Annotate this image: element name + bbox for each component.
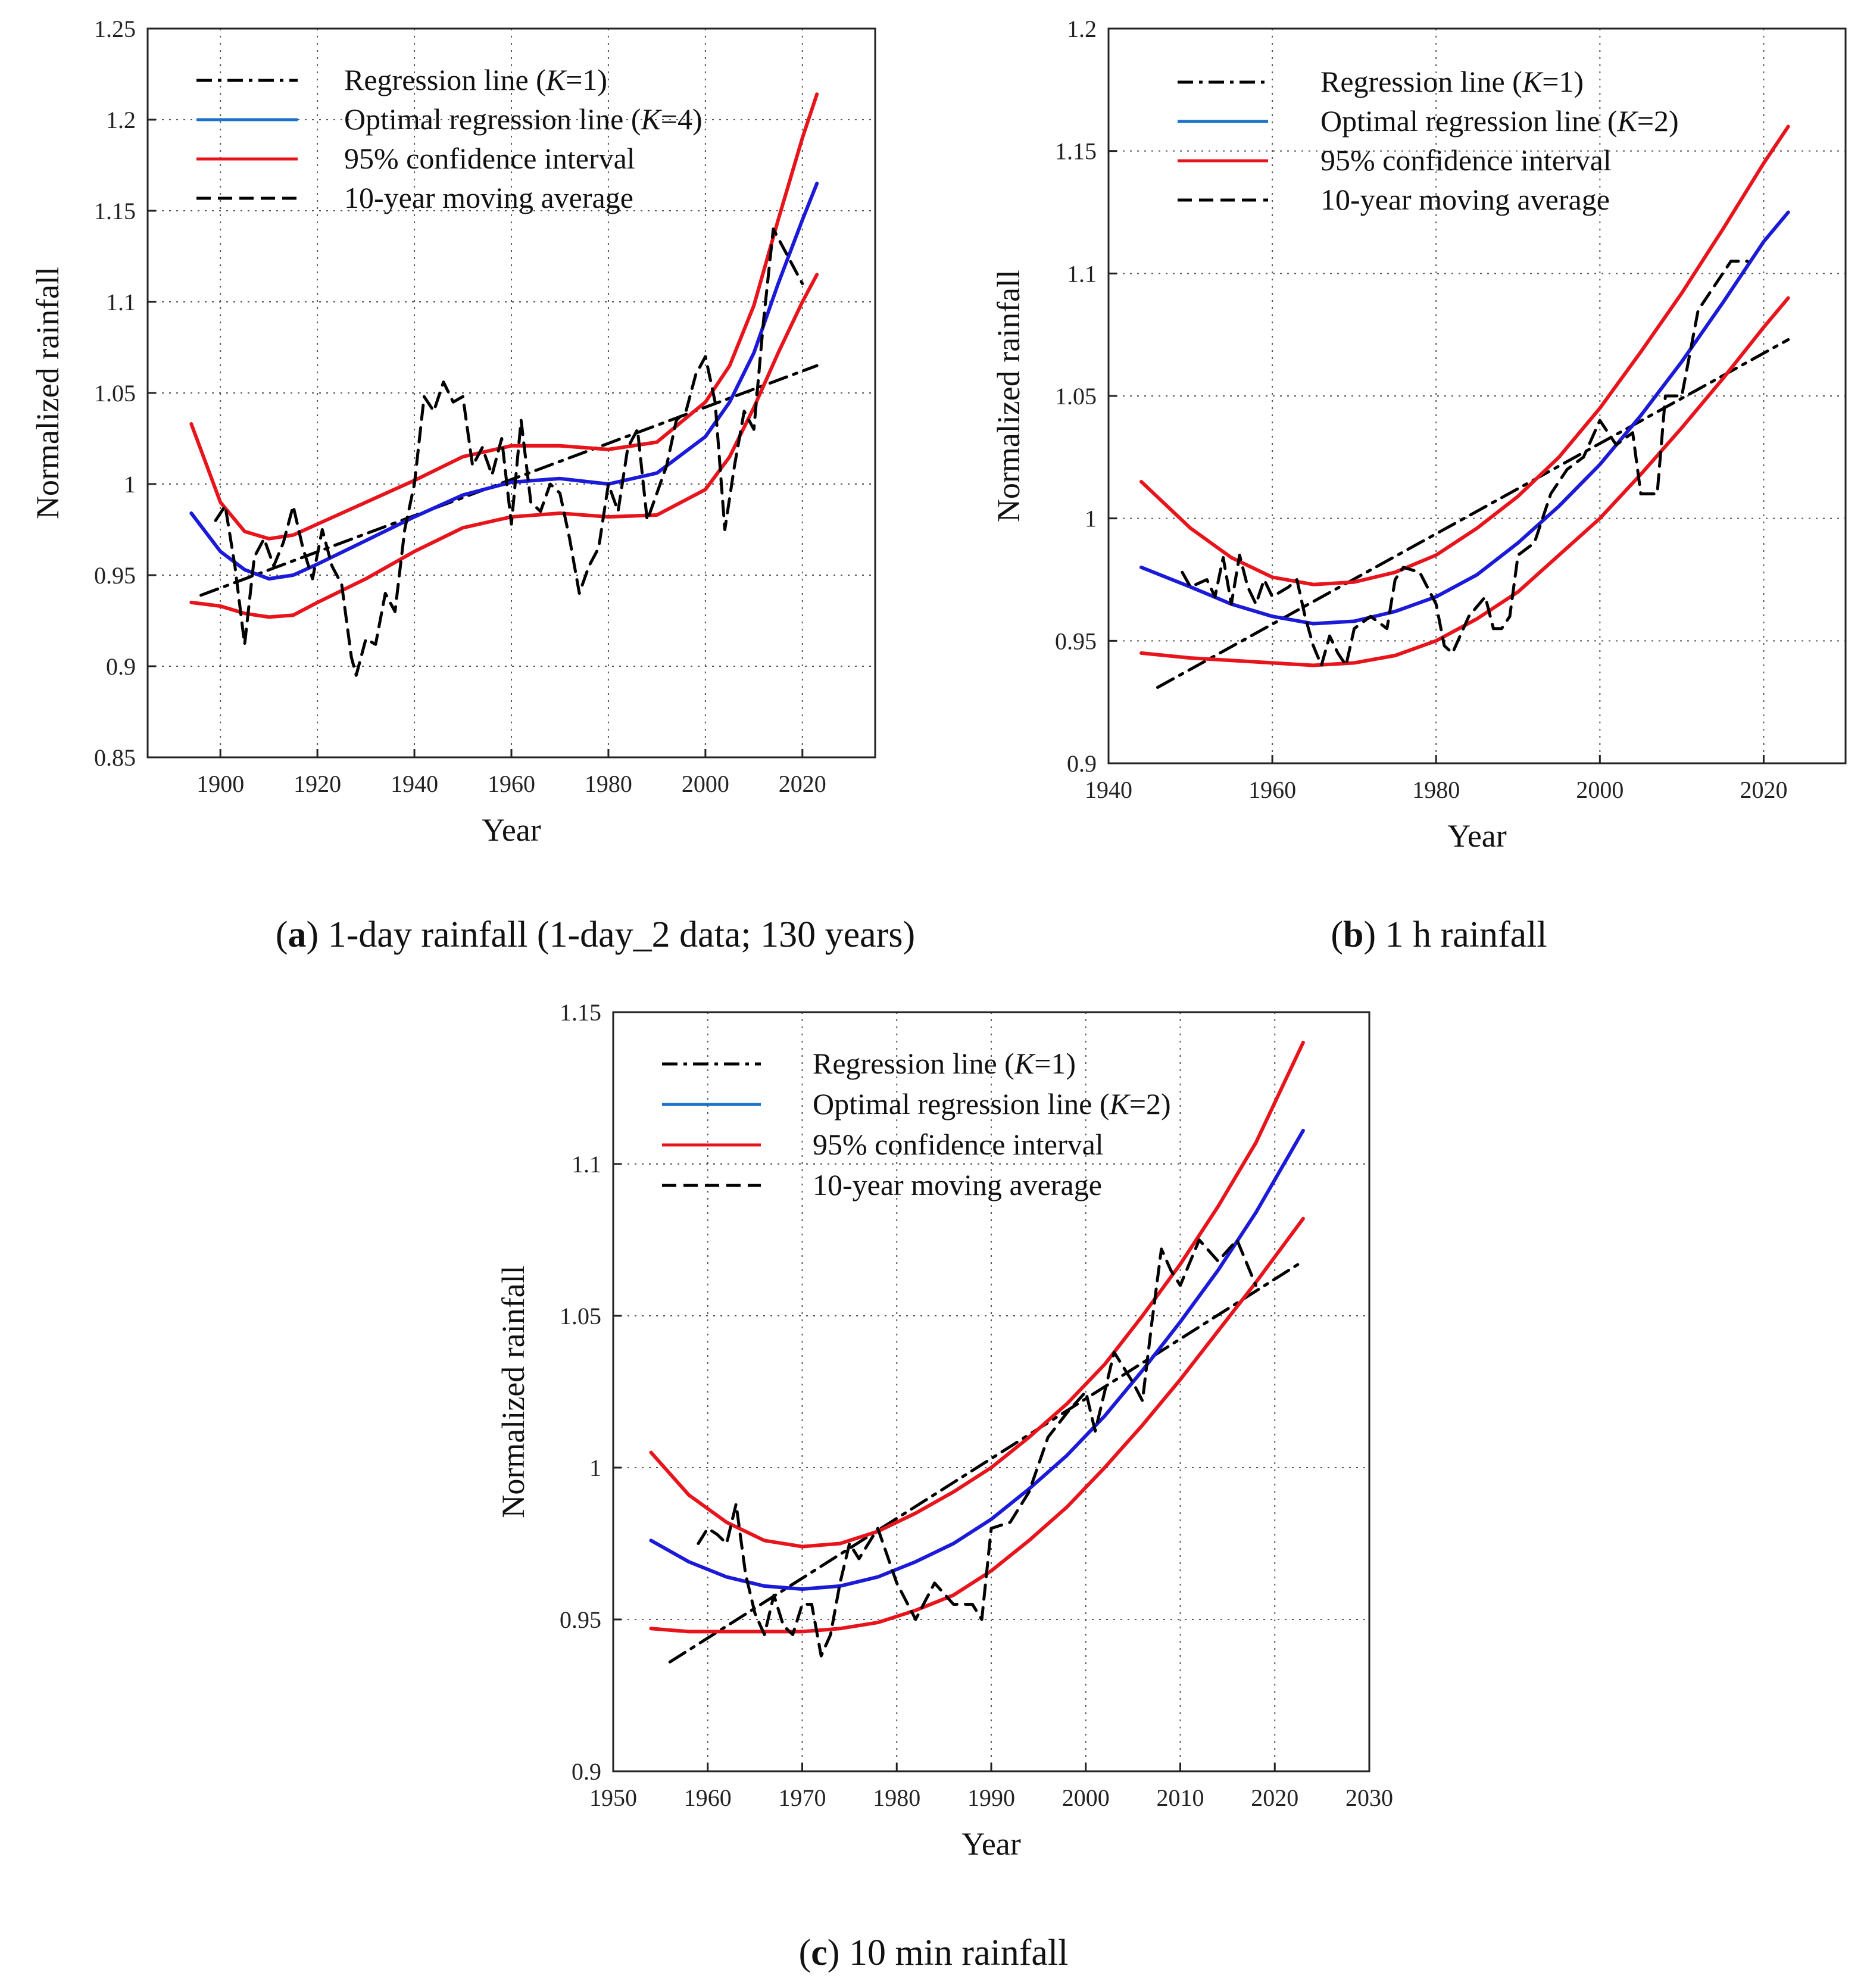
legend-label: 95% confidence interval [344, 142, 635, 175]
x-tick-label: 1960 [1248, 776, 1296, 803]
series-line-95-confidence-interval-upper [189, 92, 819, 541]
y-tick-label: 1 [124, 471, 136, 498]
x-tick-label: 2030 [1345, 1784, 1393, 1811]
y-tick-label: 1 [589, 1455, 601, 1481]
y-tick-label: 0.95 [1055, 628, 1097, 654]
y-tick-label: 0.9 [1067, 750, 1097, 777]
y-tick-label: 1 [1085, 505, 1097, 532]
series-line-optimal-regression-line-k-4 [189, 182, 819, 581]
x-tick-label: 1970 [779, 1784, 826, 1811]
panel-caption: (b) 1 h rainfall [1331, 915, 1547, 955]
x-tick-label: 1990 [967, 1784, 1015, 1811]
legend-label: 95% confidence interval [813, 1128, 1104, 1161]
x-tick-label: 2000 [1576, 776, 1624, 803]
x-tick-label: 1940 [391, 770, 438, 797]
x-tick-label: 1980 [585, 770, 632, 797]
series-line-regression-line-k-1 [668, 1259, 1305, 1664]
y-tick-label: 0.9 [106, 653, 136, 680]
x-tick-label: 2020 [1740, 776, 1787, 803]
legend-label: 10-year moving average [813, 1168, 1102, 1201]
series-line-95-confidence-interval-upper [1139, 124, 1790, 586]
y-tick-label: 1.1 [1067, 260, 1097, 287]
x-tick-label: 1960 [684, 1784, 732, 1811]
y-axis-label: Normalized rainfall [30, 267, 65, 519]
x-tick-label: 1980 [1412, 776, 1460, 803]
y-tick-label: 1.1 [106, 289, 136, 316]
panel-caption: (a) 1-day rainfall (1-day_2 data; 130 ye… [276, 915, 915, 955]
legend-label: 10-year moving average [344, 181, 633, 214]
x-axis-label: Year [482, 812, 541, 848]
x-tick-label: 1980 [873, 1784, 920, 1811]
legend-label: Regression line (K=1) [1320, 65, 1584, 98]
chart-panel-c: 1950 1960 1970 1980 1990 2000 2010 2020 2030 0.9 0… [495, 999, 1393, 1973]
x-axis-label: Year [961, 1826, 1021, 1862]
y-tick-label: 0.95 [94, 562, 136, 589]
x-tick-label: 2020 [1251, 1784, 1298, 1811]
panel-caption: (c) 10 min rainfall [799, 1933, 1069, 1973]
series-line-optimal-regression-line-k-2 [1139, 210, 1790, 626]
series-line-95-confidence-interval-upper [649, 1041, 1305, 1549]
y-tick-label: 1.25 [94, 15, 136, 42]
y-tick-label: 1.15 [560, 999, 601, 1026]
y-tick-label: 1.05 [560, 1303, 601, 1330]
legend-label: Regression line (K=1) [813, 1047, 1076, 1080]
x-tick-label: 2000 [682, 770, 729, 797]
y-axis-label: Normalized rainfall [991, 270, 1026, 522]
x-axis-label: Year [1447, 818, 1507, 854]
x-tick-label: 1950 [589, 1784, 637, 1811]
y-tick-label: 1.1 [572, 1151, 601, 1178]
legend-label: Optimal regression line (K=2) [1320, 104, 1679, 138]
legend: Regression line (K=1) Optimal regression … [1178, 65, 1679, 216]
y-tick-label: 1.2 [1067, 15, 1097, 42]
y-tick-label: 1.05 [94, 380, 136, 407]
y-tick-label: 1.15 [94, 198, 136, 224]
y-tick-label: 1.05 [1055, 383, 1097, 410]
legend-label: Optimal regression line (K=4) [344, 102, 703, 136]
chart-panel-a: 1900 1920 1940 1960 1980 2000 2020 0.85 0.9 0.95 1… [30, 15, 915, 955]
x-tick-label: 1900 [196, 770, 244, 797]
legend-label: Optimal regression line (K=2) [813, 1087, 1171, 1121]
y-tick-label: 1.15 [1055, 138, 1097, 165]
y-tick-label: 0.85 [94, 744, 136, 771]
series-line-95-confidence-interval-lower [649, 1216, 1305, 1634]
series-line-regression-line-k-1 [1156, 338, 1790, 689]
series-line-10-year-moving-average [214, 227, 804, 677]
legend-label: 95% confidence interval [1320, 143, 1612, 177]
y-tick-label: 0.9 [572, 1758, 601, 1785]
series-line-10-year-moving-average [1181, 260, 1749, 667]
legend-label: Regression line (K=1) [344, 63, 607, 96]
series-line-10-year-moving-average [697, 1238, 1257, 1658]
x-tick-label: 1920 [294, 770, 341, 797]
x-tick-label: 2010 [1157, 1784, 1204, 1811]
x-tick-label: 1960 [488, 770, 535, 797]
legend: Regression line (K=1) Optimal regression … [196, 63, 703, 214]
y-tick-label: 1.2 [106, 107, 136, 133]
series-line-optimal-regression-line-k-2 [649, 1128, 1305, 1591]
series-line-95-confidence-interval-lower [1139, 296, 1790, 667]
y-tick-label: 0.95 [560, 1606, 601, 1633]
legend-label: 10-year moving average [1320, 183, 1610, 216]
legend: Regression line (K=1) Optimal regression … [662, 1047, 1171, 1201]
y-axis-label: Normalized rainfall [495, 1265, 531, 1518]
x-tick-label: 1940 [1085, 776, 1132, 803]
chart-panel-b: 1940 1960 1980 2000 2020 0.9 0.95 1 1.05 1.1 1.15 1… [991, 15, 1847, 955]
x-tick-label: 2000 [1062, 1784, 1110, 1811]
x-tick-label: 2020 [779, 770, 826, 797]
